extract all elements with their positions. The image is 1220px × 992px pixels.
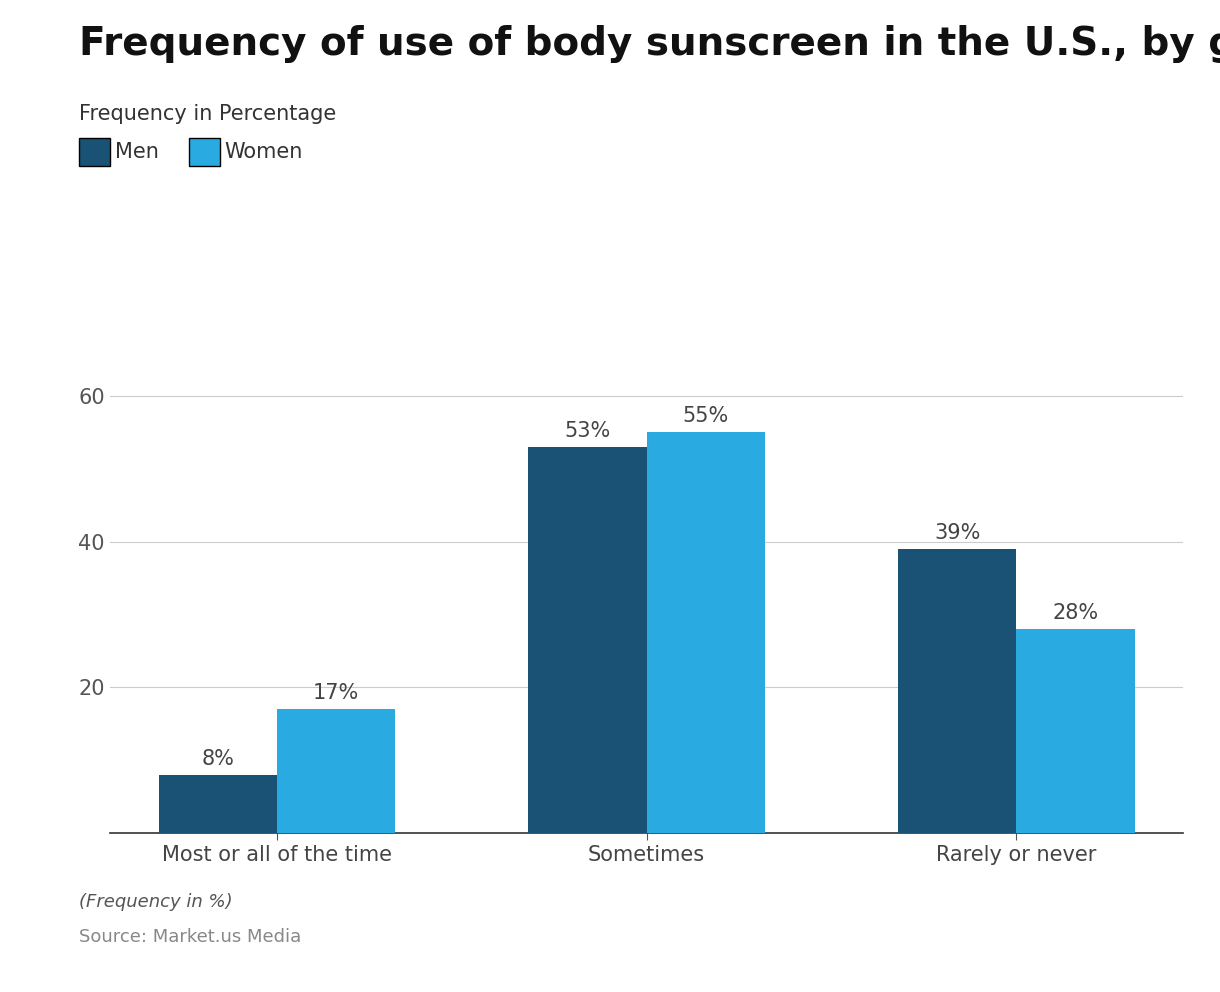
- Text: Women: Women: [224, 142, 303, 162]
- Bar: [277, 709, 395, 833]
- Text: 53%: 53%: [565, 421, 610, 440]
- Text: Source: Market.us Media: Source: Market.us Media: [79, 928, 301, 945]
- Text: 17%: 17%: [312, 683, 359, 703]
- Bar: [528, 446, 647, 833]
- Text: (Frequency in %): (Frequency in %): [79, 893, 233, 911]
- Text: 28%: 28%: [1053, 603, 1098, 623]
- Bar: [159, 775, 277, 833]
- Bar: [898, 549, 1016, 833]
- Text: 39%: 39%: [935, 523, 981, 543]
- Bar: [647, 433, 765, 833]
- Text: 55%: 55%: [683, 407, 728, 427]
- Bar: [1016, 629, 1135, 833]
- Text: Frequency in Percentage: Frequency in Percentage: [79, 104, 337, 124]
- Text: 8%: 8%: [201, 749, 234, 769]
- Text: Men: Men: [115, 142, 159, 162]
- Text: Frequency of use of body sunscreen in the U.S., by gender: Frequency of use of body sunscreen in th…: [79, 25, 1220, 62]
